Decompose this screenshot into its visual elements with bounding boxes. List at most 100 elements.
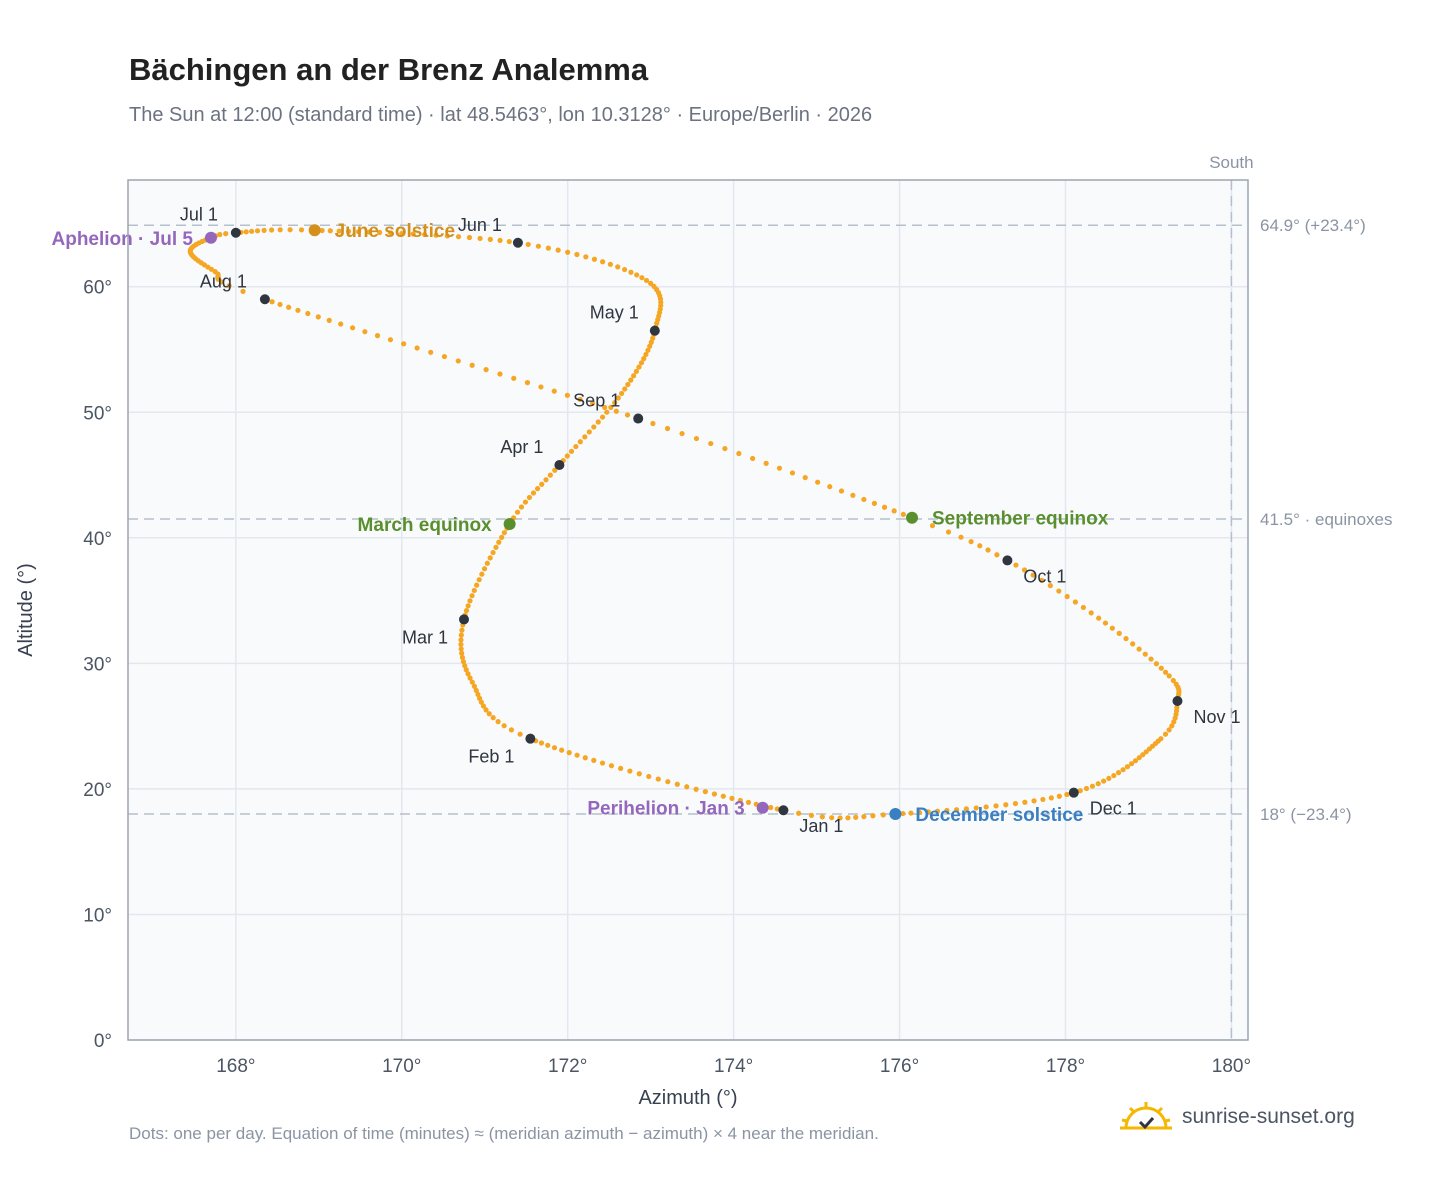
daily-dot — [608, 404, 614, 410]
daily-dot — [968, 539, 974, 545]
y-tick-label: 20° — [83, 780, 112, 801]
month-dot — [512, 237, 523, 248]
daily-dot — [483, 367, 489, 373]
daily-dot — [1101, 778, 1107, 784]
daily-dot — [643, 277, 650, 284]
daily-dot — [336, 228, 342, 234]
month-label: Mar 1 — [402, 627, 448, 647]
daily-dot — [277, 301, 283, 308]
event-label: June solstice — [335, 221, 455, 242]
daily-dot — [466, 234, 473, 241]
daily-dot — [1143, 749, 1149, 755]
daily-dot — [1021, 567, 1028, 573]
daily-dot — [508, 727, 515, 733]
x-axis-label: Azimuth (°) — [638, 1087, 737, 1109]
daily-dot — [1072, 599, 1078, 605]
daily-dot — [410, 231, 416, 237]
daily-dot — [471, 683, 478, 689]
daily-dot — [599, 760, 606, 766]
daily-dot — [480, 703, 487, 709]
daily-dot — [501, 530, 507, 536]
daily-dot — [469, 593, 475, 599]
month-label: Jan 1 — [799, 816, 843, 836]
meridian-label: South — [1209, 153, 1253, 172]
daily-dot — [796, 810, 802, 816]
daily-dot — [1030, 572, 1036, 578]
daily-dot — [870, 813, 876, 819]
daily-dot — [815, 479, 821, 485]
daily-dot — [736, 450, 742, 457]
daily-dot — [249, 228, 255, 234]
y-axis-label: Altitude (°) — [15, 563, 37, 657]
daily-dot — [1136, 755, 1142, 761]
daily-dot — [1170, 677, 1176, 684]
daily-dot — [287, 227, 293, 233]
daily-dot — [985, 547, 991, 553]
daily-dot — [1047, 583, 1053, 589]
daily-dot — [465, 603, 471, 609]
daily-dot — [983, 804, 989, 810]
daily-dot — [621, 266, 628, 273]
daily-dot — [711, 791, 718, 797]
daily-dot — [1140, 752, 1146, 758]
y-tick-label: 60° — [83, 278, 112, 299]
month-label: Aug 1 — [200, 271, 247, 291]
daily-dot — [1120, 767, 1126, 773]
daily-dot — [577, 439, 583, 445]
daily-dot — [506, 238, 512, 245]
daily-dot — [925, 809, 931, 815]
event-label: Aphelion · Jul 5 — [52, 229, 194, 250]
event-dot — [503, 518, 516, 530]
daily-dot — [538, 740, 545, 746]
daily-dot — [345, 228, 352, 234]
daily-dot — [674, 781, 680, 787]
month-label: Feb 1 — [468, 747, 514, 767]
daily-dot — [612, 400, 618, 406]
month-label: Jul 1 — [180, 205, 218, 225]
daily-dot — [641, 356, 647, 362]
daily-dot — [459, 654, 466, 661]
daily-dot — [552, 467, 558, 473]
daily-dot — [850, 492, 856, 498]
daily-dot — [720, 793, 726, 799]
daily-dot — [522, 499, 529, 505]
daily-dot — [286, 304, 292, 310]
daily-dot — [574, 752, 580, 758]
daily-dot — [476, 695, 483, 701]
chart-subtitle: The Sun at 12:00 (standard time) · lat 4… — [129, 104, 873, 126]
daily-dot — [929, 523, 936, 529]
daily-dot — [583, 254, 589, 260]
event-dot — [756, 801, 769, 814]
daily-dot — [458, 632, 464, 638]
daily-dot — [387, 230, 394, 236]
reference-lines: South 64.9° (+23.4°) 41.5° · equinoxes 18° … — [128, 153, 1393, 1040]
y-tick-label: 50° — [83, 403, 112, 424]
daily-dot — [497, 371, 503, 377]
brand[interactable]: sunrise-sunset.org — [1120, 1100, 1355, 1134]
daily-dot — [647, 343, 653, 349]
daily-dot — [511, 375, 517, 381]
daily-dot — [458, 646, 464, 652]
daily-dot — [634, 272, 640, 278]
daily-dot — [269, 299, 275, 305]
daily-dot — [455, 358, 461, 364]
daily-dot — [577, 396, 583, 403]
daily-dot — [1142, 651, 1148, 657]
daily-dot — [422, 231, 428, 238]
event-label: December solstice — [915, 805, 1083, 826]
x-tick-label: 168° — [216, 1056, 255, 1077]
daily-dot — [1022, 799, 1028, 805]
daily-dot — [586, 429, 592, 435]
event-markers: June solstice Aphelion · Jul 5 March equin… — [52, 221, 1109, 826]
daily-dot — [444, 233, 450, 239]
month-label: Apr 1 — [500, 437, 543, 457]
daily-dot — [916, 809, 923, 816]
daily-dot — [501, 723, 507, 729]
daily-dot — [1153, 661, 1160, 667]
daily-dot — [1132, 758, 1139, 764]
daily-dot — [891, 508, 897, 514]
daily-dot — [1158, 665, 1164, 671]
axis-ticks: 168° 170° 172° 174° 176° 178° 180° 0° 10° 20° 30° 4… — [83, 278, 1251, 1077]
daily-dot — [566, 750, 572, 756]
daily-dot — [591, 757, 597, 763]
